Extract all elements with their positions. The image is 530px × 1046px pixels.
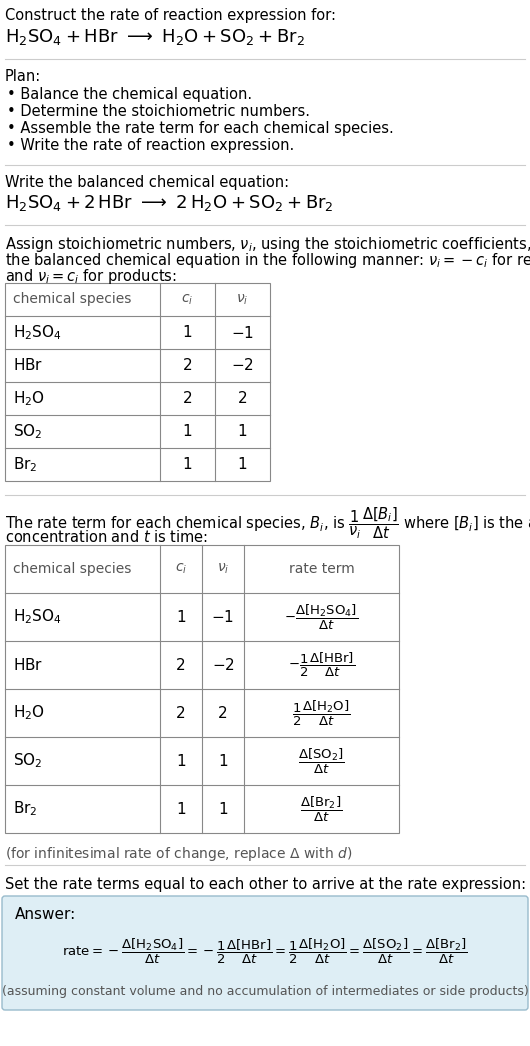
Text: • Balance the chemical equation.: • Balance the chemical equation. xyxy=(7,87,252,103)
Text: $\mathrm{H_2O}$: $\mathrm{H_2O}$ xyxy=(13,704,45,723)
Text: 1: 1 xyxy=(176,801,186,817)
Text: $-1$: $-1$ xyxy=(231,324,254,341)
Text: $\mathrm{SO_2}$: $\mathrm{SO_2}$ xyxy=(13,752,42,770)
Text: chemical species: chemical species xyxy=(13,562,131,576)
FancyBboxPatch shape xyxy=(2,896,528,1010)
Text: rate term: rate term xyxy=(289,562,355,576)
Text: $\mathrm{rate} = -\dfrac{\Delta[\mathrm{H_2SO_4}]}{\Delta t} = -\dfrac{1}{2}\dfr: $\mathrm{rate} = -\dfrac{\Delta[\mathrm{… xyxy=(62,936,468,965)
Text: $\mathrm{H_2SO_4 + HBr\ \longrightarrow\ H_2O + SO_2 + Br_2}$: $\mathrm{H_2SO_4 + HBr\ \longrightarrow\… xyxy=(5,27,305,47)
Text: 2: 2 xyxy=(183,391,192,406)
Text: • Determine the stoichiometric numbers.: • Determine the stoichiometric numbers. xyxy=(7,104,310,119)
Text: Assign stoichiometric numbers, $\nu_i$, using the stoichiometric coefficients, $: Assign stoichiometric numbers, $\nu_i$, … xyxy=(5,235,530,254)
Text: $-2$: $-2$ xyxy=(211,657,234,673)
Text: 2: 2 xyxy=(183,358,192,373)
Text: $\mathrm{SO_2}$: $\mathrm{SO_2}$ xyxy=(13,423,42,440)
Text: $\nu_i$: $\nu_i$ xyxy=(217,562,229,576)
Text: $-2$: $-2$ xyxy=(231,358,254,373)
Text: $\dfrac{\Delta[\mathrm{Br_2}]}{\Delta t}$: $\dfrac{\Delta[\mathrm{Br_2}]}{\Delta t}… xyxy=(301,794,343,823)
Text: $\mathrm{HBr}$: $\mathrm{HBr}$ xyxy=(13,657,43,673)
Text: concentration and $t$ is time:: concentration and $t$ is time: xyxy=(5,529,208,545)
Text: $c_i$: $c_i$ xyxy=(175,562,187,576)
Text: 1: 1 xyxy=(183,424,192,439)
Text: • Write the rate of reaction expression.: • Write the rate of reaction expression. xyxy=(7,138,294,153)
Text: $c_i$: $c_i$ xyxy=(181,292,193,306)
Text: $-1$: $-1$ xyxy=(211,609,234,626)
Text: Plan:: Plan: xyxy=(5,69,41,84)
Text: $-\dfrac{1}{2}\dfrac{\Delta[\mathrm{HBr}]}{\Delta t}$: $-\dfrac{1}{2}\dfrac{\Delta[\mathrm{HBr}… xyxy=(288,651,355,679)
Text: Construct the rate of reaction expression for:: Construct the rate of reaction expressio… xyxy=(5,8,336,23)
Text: 1: 1 xyxy=(218,801,228,817)
Bar xyxy=(5,283,270,481)
Text: 2: 2 xyxy=(176,658,186,673)
Text: $\mathrm{H_2SO_4 + 2\,HBr\ \longrightarrow\ 2\,H_2O + SO_2 + Br_2}$: $\mathrm{H_2SO_4 + 2\,HBr\ \longrightarr… xyxy=(5,194,334,213)
Text: and $\nu_i = c_i$ for products:: and $\nu_i = c_i$ for products: xyxy=(5,267,177,286)
Text: the balanced chemical equation in the following manner: $\nu_i = -c_i$ for react: the balanced chemical equation in the fo… xyxy=(5,251,530,270)
Text: 1: 1 xyxy=(218,753,228,769)
Text: $\dfrac{\Delta[\mathrm{SO_2}]}{\Delta t}$: $\dfrac{\Delta[\mathrm{SO_2}]}{\Delta t}… xyxy=(298,747,345,776)
Text: 2: 2 xyxy=(237,391,248,406)
Text: $\mathrm{H_2O}$: $\mathrm{H_2O}$ xyxy=(13,389,45,408)
Text: chemical species: chemical species xyxy=(13,293,131,306)
Text: $\nu_i$: $\nu_i$ xyxy=(236,292,249,306)
Text: 1: 1 xyxy=(237,457,248,472)
Text: 1: 1 xyxy=(183,457,192,472)
Text: • Assemble the rate term for each chemical species.: • Assemble the rate term for each chemic… xyxy=(7,121,394,136)
Text: $\mathrm{H_2SO_4}$: $\mathrm{H_2SO_4}$ xyxy=(13,608,62,627)
Text: $\mathrm{HBr}$: $\mathrm{HBr}$ xyxy=(13,358,43,373)
Text: (for infinitesimal rate of change, replace $\Delta$ with $d$): (for infinitesimal rate of change, repla… xyxy=(5,845,352,863)
Text: $\mathrm{Br_2}$: $\mathrm{Br_2}$ xyxy=(13,799,38,818)
Bar xyxy=(5,545,399,833)
Text: $\dfrac{1}{2}\dfrac{\Delta[\mathrm{H_2O}]}{\Delta t}$: $\dfrac{1}{2}\dfrac{\Delta[\mathrm{H_2O}… xyxy=(293,699,351,728)
Text: $-\dfrac{\Delta[\mathrm{H_2SO_4}]}{\Delta t}$: $-\dfrac{\Delta[\mathrm{H_2SO_4}]}{\Delt… xyxy=(285,602,358,632)
Text: $\mathrm{H_2SO_4}$: $\mathrm{H_2SO_4}$ xyxy=(13,323,62,342)
Text: 1: 1 xyxy=(176,610,186,624)
Text: 1: 1 xyxy=(183,325,192,340)
Text: 1: 1 xyxy=(176,753,186,769)
Text: The rate term for each chemical species, $B_i$, is $\dfrac{1}{\nu_i}\dfrac{\Delt: The rate term for each chemical species,… xyxy=(5,505,530,541)
Text: 2: 2 xyxy=(176,705,186,721)
Text: (assuming constant volume and no accumulation of intermediates or side products): (assuming constant volume and no accumul… xyxy=(2,985,528,998)
Text: $\mathrm{Br_2}$: $\mathrm{Br_2}$ xyxy=(13,455,38,474)
Text: 1: 1 xyxy=(237,424,248,439)
Text: Write the balanced chemical equation:: Write the balanced chemical equation: xyxy=(5,175,289,190)
Text: Answer:: Answer: xyxy=(15,907,76,922)
Text: Set the rate terms equal to each other to arrive at the rate expression:: Set the rate terms equal to each other t… xyxy=(5,877,526,892)
Text: 2: 2 xyxy=(218,705,228,721)
